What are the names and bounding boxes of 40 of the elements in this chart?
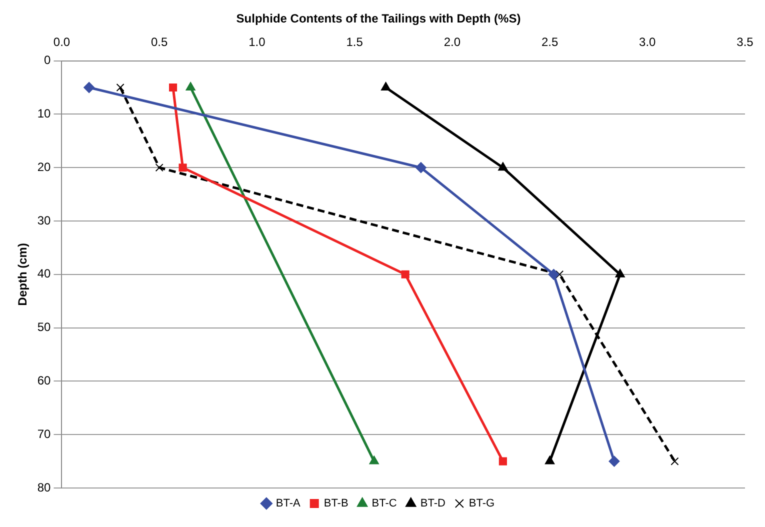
y-tick-label: 30: [37, 213, 52, 228]
point: [556, 270, 564, 278]
x-tick-label: 1.0: [248, 34, 266, 49]
point: [401, 270, 410, 278]
y-tick-label: 10: [37, 106, 52, 121]
y-tick-label: 40: [37, 266, 52, 281]
y-tick-label: 50: [37, 320, 52, 334]
x-tick-label: 1.5: [346, 34, 364, 49]
point: [380, 82, 391, 90]
x-tick-label: 3.5: [736, 34, 754, 49]
chart-title: Sulphide Contents of the Tailings with Depth (%S): [236, 12, 521, 26]
x-tick-label: 0.5: [151, 34, 168, 49]
point: [544, 456, 555, 464]
point: [84, 82, 95, 93]
point: [615, 268, 625, 278]
y-tick-label: 20: [37, 160, 52, 174]
legend-label: BT-A: [276, 498, 302, 510]
legend-label: BT-B: [324, 498, 348, 510]
y-tick-label: 60: [37, 374, 52, 388]
y-tick-label: 80: [37, 480, 52, 494]
point: [548, 268, 560, 280]
legend-label: BT-D: [420, 498, 446, 510]
point: [116, 83, 124, 92]
y-tick-label: 70: [37, 426, 52, 441]
point: [415, 162, 426, 174]
point: [178, 164, 187, 172]
x-tick-label: 2.0: [444, 34, 461, 49]
point: [498, 162, 508, 171]
y-tick-label: 0: [44, 53, 52, 68]
point: [670, 457, 679, 466]
point: [155, 164, 164, 172]
legend-label: BT-G: [468, 498, 495, 510]
x-tick-label: 2.5: [541, 34, 558, 49]
point: [498, 457, 507, 466]
point: [608, 456, 620, 467]
y-axis-title: Depth (cm): [16, 243, 30, 306]
x-tick-label: 3.0: [639, 34, 656, 49]
x-tick-label: 0.0: [53, 34, 70, 49]
point: [168, 83, 178, 92]
legend-label: BT-C: [372, 498, 397, 510]
